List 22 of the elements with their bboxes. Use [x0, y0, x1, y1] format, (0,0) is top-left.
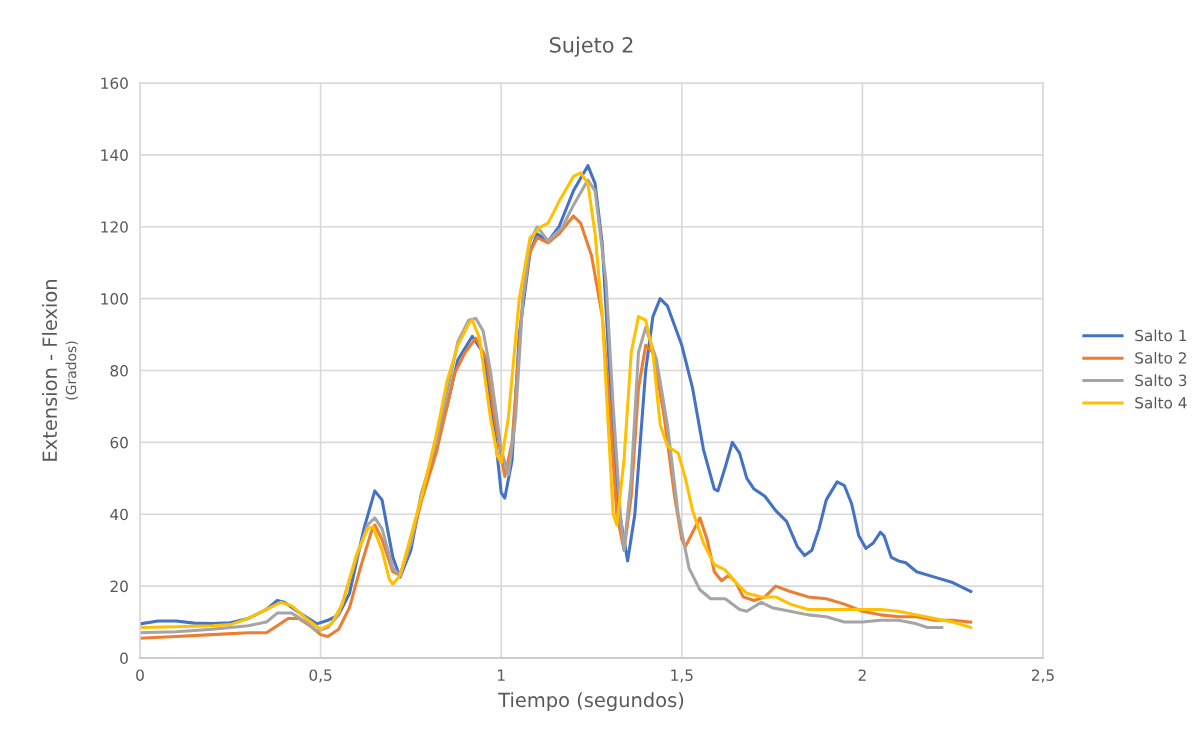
legend-label: Salto 1	[1135, 329, 1187, 342]
y-tick-label: 0	[120, 652, 128, 665]
chart-title: Sujeto 2	[549, 36, 633, 57]
y-tick-label: 60	[110, 436, 128, 449]
y-tick-label: 100	[101, 293, 128, 305]
y-tick-label: 120	[101, 221, 128, 233]
y-tick-label: 80	[110, 364, 128, 377]
y-tick-label: 160	[101, 77, 128, 90]
x-tick-label: 2	[858, 669, 866, 681]
x-tick-label: 0,5	[309, 669, 332, 683]
y-tick-label: 140	[101, 149, 128, 161]
x-tick-label: 1	[498, 669, 505, 681]
y-axis-title: Extension - Flexion (Grados)	[42, 280, 78, 461]
y-tick-label: 40	[110, 508, 128, 521]
legend-label: Salto 3	[1135, 374, 1187, 387]
x-tick-label: 2,5	[1031, 669, 1054, 683]
y-tick-label: 20	[110, 580, 128, 593]
x-tick-label: 1,5	[671, 669, 693, 683]
legend-label: Salto 2	[1135, 351, 1186, 364]
x-tick-label: 0	[136, 669, 144, 681]
legend-label: Salto 4	[1135, 396, 1187, 409]
x-axis-title: Tiempo (segundos)	[498, 692, 684, 712]
